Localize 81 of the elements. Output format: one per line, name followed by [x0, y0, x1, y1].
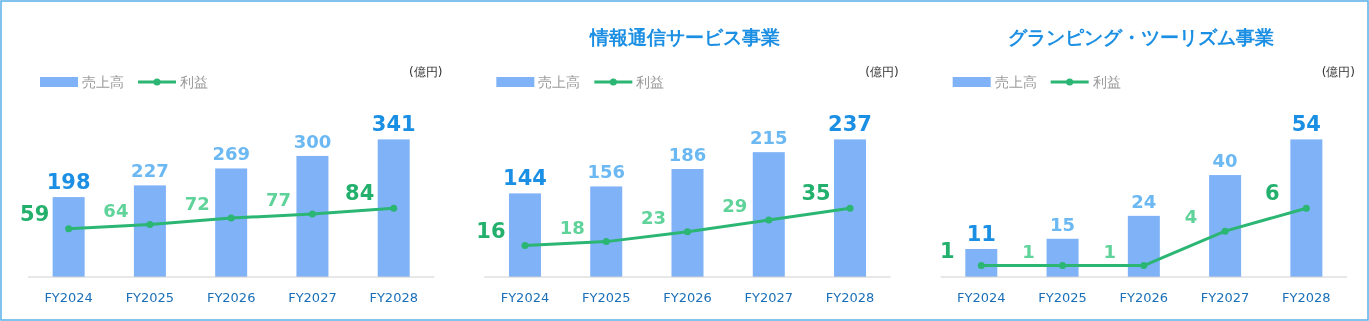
- x-tick-label: FY2028: [369, 290, 418, 305]
- bar: [508, 193, 541, 277]
- legend-label: 売上高: [538, 74, 581, 90]
- bar: [1127, 215, 1160, 277]
- data-label: 186: [668, 144, 707, 166]
- x-tick-label: FY2026: [1119, 290, 1169, 305]
- point: [390, 204, 398, 212]
- x-tick-label: FY2025: [1038, 290, 1087, 305]
- data-label: 77: [265, 188, 291, 210]
- data-label: 1: [1022, 240, 1035, 262]
- text: (億円): [408, 65, 443, 79]
- data-label: 40: [1212, 150, 1238, 172]
- legend-label: 売上高: [82, 74, 124, 90]
- data-label: 16: [476, 218, 506, 243]
- x-tick-label: FY2026: [663, 290, 712, 305]
- data-label: 1: [939, 238, 955, 263]
- bar: [834, 139, 867, 277]
- bar: [752, 152, 785, 277]
- point: [65, 225, 73, 233]
- point: [602, 238, 610, 246]
- point: [227, 214, 235, 222]
- data-label: 1: [1103, 240, 1117, 262]
- data-label: 24: [1131, 190, 1157, 212]
- data-label: 269: [212, 143, 250, 165]
- point: [765, 216, 773, 224]
- point: [308, 210, 316, 218]
- data-label: 156: [587, 161, 626, 183]
- bar: [377, 139, 410, 277]
- point: [146, 221, 154, 229]
- data-label: 29: [722, 194, 748, 216]
- chart-title: グランピング・ツーリズム事業: [1007, 26, 1274, 48]
- text: (億円): [1321, 65, 1355, 79]
- data-label: 4: [1184, 206, 1198, 228]
- data-label: 35: [801, 181, 831, 206]
- data-label: 198: [46, 170, 91, 195]
- data-label: 72: [184, 193, 210, 215]
- data-label: 341: [371, 112, 416, 137]
- bar: [1209, 175, 1242, 277]
- data-label: 237: [828, 112, 872, 137]
- x-tick-label: FY2025: [581, 290, 631, 305]
- legend-label: 売上高: [994, 74, 1037, 90]
- data-label: 227: [131, 160, 169, 182]
- data-label: 11: [966, 221, 996, 246]
- bar: [215, 168, 248, 277]
- data-label: 144: [503, 166, 547, 191]
- bar: [1046, 238, 1079, 277]
- x-tick-label: FY2025: [125, 290, 175, 305]
- x-tick-label: FY2028: [1282, 290, 1331, 305]
- x-tick-label: FY2028: [825, 290, 875, 305]
- data-label: 59: [20, 201, 50, 226]
- data-label: 84: [345, 181, 375, 206]
- point: [521, 242, 529, 250]
- x-tick-label: FY2024: [957, 290, 1006, 305]
- chart-title: 情報通信サービス事業: [588, 26, 780, 48]
- data-label: 215: [749, 127, 788, 149]
- legend-label: 利益: [180, 74, 208, 90]
- bar: [965, 248, 998, 277]
- data-label: 15: [1050, 213, 1076, 235]
- x-tick-label: FY2027: [1200, 290, 1250, 305]
- bar: [296, 155, 329, 277]
- bar: [671, 169, 704, 277]
- data-label: 54: [1291, 112, 1321, 137]
- x-tick-label: FY2024: [44, 290, 93, 305]
- data-label: 18: [559, 216, 585, 238]
- bar: [133, 185, 166, 277]
- x-tick-label: FY2024: [500, 290, 550, 305]
- legend-label: 利益: [1092, 74, 1121, 90]
- legend-label: 利益: [636, 74, 665, 90]
- x-tick-label: FY2027: [744, 290, 794, 305]
- bar: [590, 186, 623, 277]
- text: (億円): [865, 65, 899, 79]
- x-tick-label: FY2026: [206, 290, 256, 305]
- point: [846, 204, 854, 212]
- bar: [1290, 139, 1323, 277]
- data-label: 23: [640, 206, 667, 228]
- data-label: 6: [1265, 181, 1280, 206]
- data-label: 64: [103, 199, 129, 221]
- bar: [52, 197, 85, 277]
- x-tick-label: FY2027: [288, 290, 337, 305]
- point: [684, 228, 691, 236]
- data-label: 300: [293, 130, 332, 152]
